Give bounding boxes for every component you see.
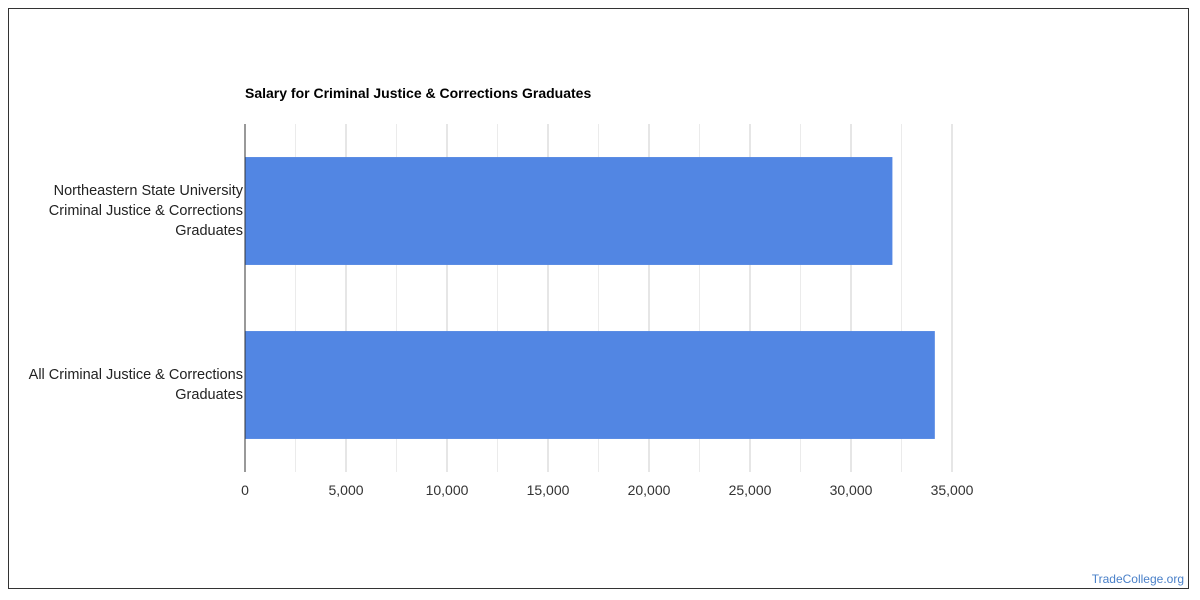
bar-1[interactable]: [245, 157, 893, 265]
x-tick-label: 30,000: [829, 482, 873, 498]
x-tick-label: 35,000: [930, 482, 974, 498]
x-tick-label: 10,000: [425, 482, 469, 498]
chart-title: Salary for Criminal Justice & Correction…: [245, 85, 592, 101]
watermark[interactable]: TradeCollege.org: [1091, 572, 1184, 586]
category-label-1: Northeastern State University Criminal Ju…: [48, 183, 243, 239]
category-label-2: All Criminal Justice & Corrections Gradua…: [28, 367, 243, 403]
x-tick-label: 25,000: [728, 482, 772, 498]
x-tick-label: 15,000: [526, 482, 570, 498]
x-tick-label: 0: [241, 482, 249, 498]
bar-2[interactable]: [245, 331, 935, 439]
x-tick-label: 20,000: [627, 482, 671, 498]
x-tick-label: 5,000: [328, 482, 364, 498]
